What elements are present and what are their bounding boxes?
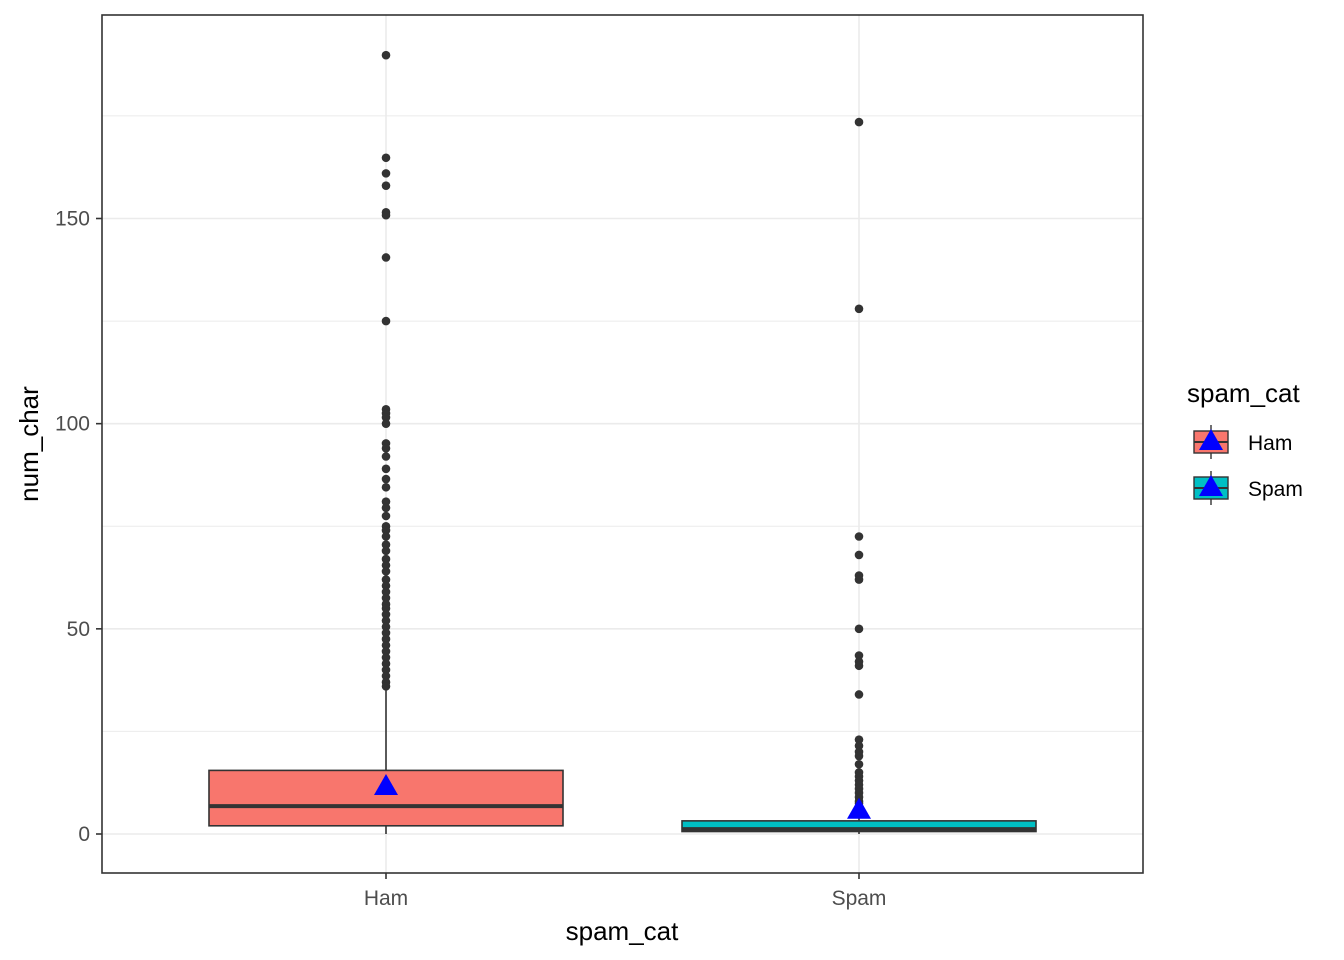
- outlier-point: [854, 741, 864, 751]
- y-tick-label: 150: [55, 208, 90, 231]
- outlier-point: [854, 304, 864, 314]
- outlier-point: [381, 532, 391, 541]
- outlier-point: [381, 153, 391, 163]
- outlier-point: [381, 474, 391, 484]
- legend-key-mean: [1199, 475, 1223, 496]
- outlier-point: [381, 497, 391, 506]
- outlier-point: [381, 567, 391, 576]
- outlier-point: [854, 532, 864, 541]
- box-series: [208, 50, 1037, 834]
- outlier-point: [854, 735, 864, 744]
- outlier-point: [381, 628, 391, 638]
- outlier-point: [381, 610, 391, 619]
- outlier-point: [381, 665, 391, 675]
- outlier-point: [381, 526, 391, 535]
- outlier-point: [381, 452, 391, 461]
- outlier-point: [381, 622, 391, 632]
- legend-label: Ham: [1248, 432, 1292, 455]
- outlier-point: [381, 647, 391, 656]
- outlier-point: [381, 616, 391, 625]
- outlier-point: [854, 575, 864, 584]
- outlier-point: [381, 587, 391, 597]
- outlier-point: [381, 640, 391, 650]
- legend-item-spam: Spam: [1193, 471, 1303, 505]
- box-body: [681, 820, 1037, 833]
- outlier-point: [381, 419, 391, 428]
- outlier-point: [381, 181, 391, 190]
- outlier-point: [381, 593, 391, 603]
- x-tick-label: Ham: [364, 887, 408, 910]
- outlier-point: [381, 681, 391, 691]
- outlier-point: [854, 651, 864, 660]
- outlier-point: [381, 581, 391, 591]
- outlier-point: [854, 751, 864, 761]
- outlier-point: [381, 575, 391, 584]
- outlier-point: [381, 659, 391, 669]
- outlier-point: [854, 624, 864, 634]
- outlier-point: [381, 634, 391, 644]
- outlier-point: [381, 253, 391, 262]
- y-tick-label: 0: [78, 823, 90, 846]
- outlier-point: [854, 690, 864, 699]
- mean-marker: [374, 773, 398, 795]
- outlier-point: [854, 117, 864, 127]
- x-tick-label: Spam: [832, 887, 887, 910]
- legend-label: Spam: [1248, 478, 1303, 501]
- outlier-point: [854, 661, 864, 671]
- legend: spam_cat Ham Spam: [1187, 378, 1303, 505]
- outlier-point: [381, 540, 391, 550]
- box-spam: [681, 117, 1037, 834]
- outlier-point: [381, 671, 391, 681]
- y-tick-label: 100: [55, 413, 90, 436]
- outlier-point: [381, 554, 391, 564]
- plot-background: [102, 15, 1143, 873]
- plot-border: [101, 14, 1144, 874]
- outlier-point: [381, 546, 391, 556]
- outlier-point: [854, 759, 864, 769]
- outlier-point: [854, 550, 864, 560]
- outlier-point: [381, 169, 391, 178]
- outlier-point: [381, 443, 391, 453]
- y-axis-title: num_char: [14, 386, 44, 502]
- legend-item-ham: Ham: [1193, 425, 1292, 459]
- legend-key-mean: [1199, 429, 1223, 450]
- outlier-point: [381, 50, 391, 60]
- outlier-point: [381, 503, 391, 513]
- outlier-point: [381, 560, 391, 570]
- box-ham: [208, 50, 564, 834]
- legend-title: spam_cat: [1187, 378, 1300, 408]
- axes: 0 50 100 150 Ham Spam: [55, 208, 886, 911]
- outlier-point: [381, 210, 391, 220]
- outlier-point: [381, 413, 391, 422]
- outlier-point: [381, 482, 391, 492]
- y-tick-label: 50: [67, 618, 90, 641]
- x-axis-title: spam_cat: [566, 916, 679, 946]
- outlier-point: [381, 653, 391, 662]
- mean-marker: [847, 797, 871, 819]
- outlier-point: [381, 464, 391, 474]
- outlier-point: [381, 604, 391, 613]
- outlier-point: [381, 316, 391, 326]
- outlier-point: [381, 511, 391, 521]
